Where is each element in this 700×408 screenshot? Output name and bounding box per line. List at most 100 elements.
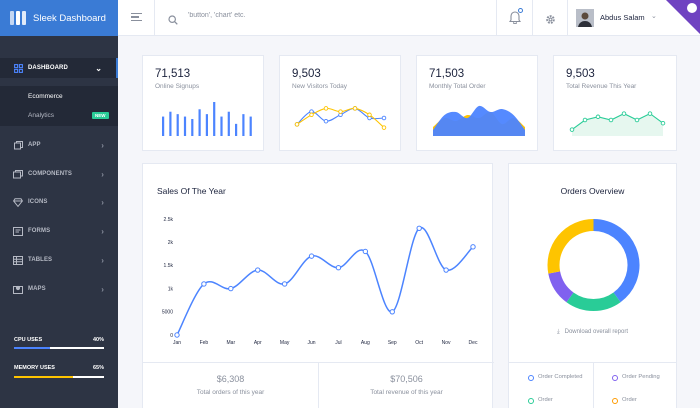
new-badge: NEW: [92, 112, 109, 119]
sidebar-item-tables[interactable]: TABLES ›: [0, 250, 118, 270]
legend-label: Order Completed: [538, 374, 583, 380]
sales-series-line: [176, 227, 474, 336]
cpu-usage-bar: [14, 347, 104, 349]
bell-icon[interactable]: [508, 10, 522, 29]
data-point: [308, 253, 315, 259]
total-orders: $6,308 Total orders of this year: [143, 363, 318, 408]
sidebar-item-label: ICONS: [28, 199, 48, 205]
data-point: [416, 225, 422, 231]
x-tick-label: Jul: [335, 340, 341, 346]
x-tick-label: Jun: [308, 340, 316, 346]
x-tick-label: Mar: [227, 340, 236, 346]
orders-donut-chart: [547, 219, 640, 311]
brand[interactable]: Sleek Dashboard: [0, 0, 118, 36]
sidebar-item-icons[interactable]: ICONS ›: [0, 192, 118, 212]
memory-usage-bar: [14, 376, 104, 378]
data-point: [367, 112, 372, 118]
grid-icon: [13, 63, 23, 73]
user-name[interactable]: Abdus Salam: [600, 13, 645, 22]
memory-usage-label: MEMORY USES: [14, 365, 55, 371]
data-point: [621, 111, 627, 116]
sidebar-item-maps[interactable]: MAPS ›: [0, 279, 118, 299]
download-label: Download overall report: [564, 329, 629, 335]
stat-value: 9,503: [292, 68, 321, 80]
menu-toggle-icon[interactable]: [131, 13, 142, 23]
donut-slice: [547, 219, 594, 274]
brand-logo-icon: [10, 11, 26, 25]
legend-label: Order Pending: [622, 374, 660, 380]
bar: [183, 116, 187, 136]
data-point: [281, 281, 288, 287]
data-point: [389, 309, 395, 315]
github-icon[interactable]: [687, 3, 697, 13]
legend-dot-icon: [528, 374, 534, 381]
search-icon[interactable]: [168, 12, 178, 30]
sidebar-item-app[interactable]: APP ›: [0, 135, 118, 155]
data-point: [174, 332, 180, 338]
data-point: [362, 248, 369, 255]
data-point: [294, 122, 300, 127]
data-point: [201, 281, 207, 287]
y-tick-label: 1.5k: [164, 263, 174, 269]
data-point: [595, 114, 601, 120]
x-tick-label: Apr: [254, 340, 262, 346]
chevron-right-icon: ›: [101, 169, 104, 179]
donut-slice: [548, 271, 574, 303]
y-tick-label: 5000: [162, 310, 173, 316]
chevron-down-icon: ⌄: [95, 63, 102, 73]
x-tick-label: Oct: [415, 340, 423, 346]
table-icon: [13, 255, 23, 265]
bar: [242, 114, 245, 136]
stat-label: Online Signups: [155, 83, 200, 90]
visitors-line-chart: [294, 106, 387, 130]
sidebar-item-dashboard[interactable]: DASHBOARD ⌄: [0, 58, 118, 78]
total-orders-label: Total orders of this year: [196, 389, 265, 396]
cpu-usage-label: CPU USES: [14, 337, 43, 343]
avatar[interactable]: [576, 9, 594, 27]
sidebar-subitem-analytics[interactable]: Analytics: [28, 112, 55, 119]
memory-usage-fill: [14, 376, 73, 378]
chevron-right-icon: ›: [101, 255, 104, 265]
sidebar-subitem-ecommerce[interactable]: Ecommerce: [28, 93, 63, 100]
data-point: [470, 244, 476, 250]
donut-slice: [593, 219, 640, 303]
bar: [220, 116, 223, 136]
chevron-down-icon[interactable]: ⌄: [651, 13, 657, 20]
x-tick-label: Aug: [361, 340, 370, 346]
bar: [169, 111, 172, 136]
chevron-right-icon: ›: [101, 284, 104, 294]
stat-label: Total Revenue This Year: [566, 83, 637, 90]
map-icon: [13, 284, 23, 294]
divider: [567, 0, 568, 36]
data-point: [338, 109, 343, 114]
download-report-link[interactable]: ⤓ Download overall report: [509, 329, 676, 336]
total-revenue: $70,506 Total revenue of this year: [319, 363, 494, 408]
data-point: [352, 106, 358, 111]
x-tick-label: Nov: [442, 340, 451, 346]
legend-item: Order Pending: [612, 373, 667, 382]
bar: [249, 116, 252, 136]
area-fill: [572, 113, 663, 136]
y-tick-label: 2k: [168, 240, 174, 246]
orders-title: Orders Overview: [560, 186, 625, 196]
bar: [198, 109, 201, 136]
x-tick-label: Dec: [469, 340, 478, 346]
sidebar-item-forms[interactable]: FORMS ›: [0, 221, 118, 241]
data-point: [569, 127, 575, 132]
stat-value: 9,503: [566, 68, 595, 80]
chevron-right-icon: ›: [101, 197, 104, 207]
orders-card: Orders Overview ⤓ Download overall report…: [508, 163, 677, 408]
bar: [235, 123, 238, 136]
diamond-icon: [13, 197, 23, 207]
data-point: [323, 118, 329, 124]
revenue-line-chart: [569, 111, 666, 136]
stat-value: 71,503: [429, 68, 465, 80]
stat-card-visitors: 9,503 New Visitors Today: [279, 55, 401, 151]
gear-icon[interactable]: [545, 12, 556, 30]
sidebar: Sleek Dashboard DASHBOARD ⌄ Ecommerce An…: [0, 0, 118, 408]
sidebar-item-components[interactable]: COMPONENTS ›: [0, 164, 118, 184]
y-tick-label: 2.5k: [164, 217, 174, 223]
data-point: [634, 117, 640, 123]
search-input[interactable]: [188, 12, 348, 19]
total-orders-value: $6,308: [216, 374, 245, 384]
